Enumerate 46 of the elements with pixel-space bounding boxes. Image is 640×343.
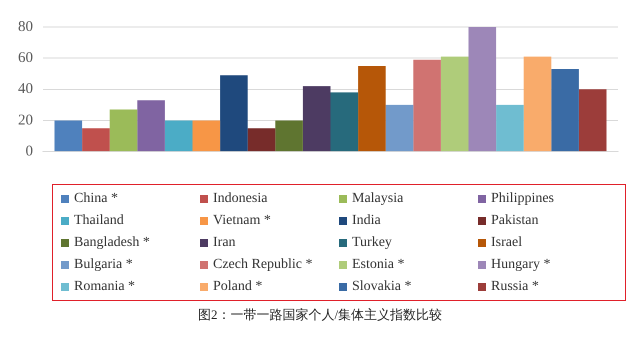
legend-label: Pakistan — [491, 212, 538, 228]
legend-label: Bulgaria * — [74, 256, 133, 272]
bar — [110, 110, 138, 152]
legend-label: Estonia * — [352, 256, 404, 272]
bar — [248, 128, 276, 152]
legend-label: Czech Republic * — [213, 256, 313, 272]
legend-label: Israel — [491, 234, 522, 250]
legend-label: Russia * — [491, 278, 539, 294]
bar — [137, 100, 165, 152]
bar — [275, 120, 303, 152]
y-tick-label: 20 — [18, 112, 33, 128]
bar — [386, 104, 414, 152]
y-tick-label: 60 — [18, 50, 33, 66]
legend-label: Hungary * — [491, 256, 550, 272]
y-tick-label: 40 — [18, 81, 33, 98]
legend-label: Indonesia — [213, 190, 268, 206]
bar — [413, 60, 441, 152]
legend-label: China * — [74, 190, 118, 206]
legend-label: Slovakia * — [352, 278, 412, 294]
bar — [440, 56, 468, 152]
y-tick-label: 80 — [18, 18, 33, 35]
legend-label: Philippines — [491, 190, 554, 206]
bar — [468, 27, 496, 152]
bar — [524, 56, 552, 152]
legend-label: Iran — [213, 234, 236, 250]
legend-label: Poland * — [213, 278, 262, 294]
legend-label: Vietnam * — [213, 212, 271, 228]
bar — [330, 92, 358, 152]
text: 图2：一带一路国家个人/集体主义指数比较 — [196, 306, 444, 324]
bar — [358, 66, 386, 152]
bar — [496, 104, 524, 152]
legend-label: Turkey — [352, 234, 392, 250]
bar — [578, 89, 606, 152]
legend-label: Malaysia — [352, 190, 404, 206]
bar — [220, 75, 248, 152]
legend-label: India — [352, 212, 381, 228]
bar — [192, 120, 220, 152]
bar — [54, 120, 82, 152]
bar — [82, 128, 110, 152]
y-tick-label: 0 — [26, 144, 33, 160]
bar — [164, 120, 192, 152]
legend-label: Romania * — [74, 278, 136, 294]
legend-label: Bangladesh * — [74, 234, 150, 250]
legend-label: Thailand — [74, 212, 124, 228]
bar — [302, 86, 330, 152]
bar — [551, 69, 579, 152]
